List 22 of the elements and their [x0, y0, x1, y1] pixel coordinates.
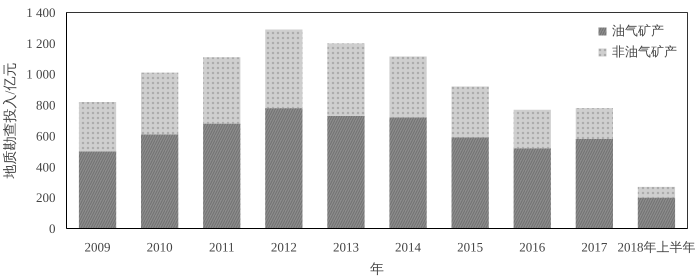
y-tick-label: 800	[36, 98, 56, 113]
x-tick-label: 2016	[519, 240, 546, 254]
y-tick-label: 1 000	[26, 66, 56, 82]
x-tick-label: 2009	[84, 240, 111, 254]
y-axis-title: 地质勘查投入/亿元	[2, 62, 18, 180]
legend-label: 非油气矿产	[612, 43, 677, 61]
x-tick-label: 2010	[146, 240, 173, 254]
x-tick-label: 2015	[457, 240, 484, 254]
x-tick-label: 2018年上半年	[617, 240, 696, 254]
x-axis-title: 年	[370, 262, 384, 278]
x-tick-label: 2012	[270, 240, 297, 254]
y-tick-label: 1 400	[26, 5, 56, 20]
x-tick-label: 2013	[332, 240, 359, 254]
y-tick-label: 1 200	[26, 36, 56, 51]
legend-label: 油气矿产	[612, 22, 664, 40]
y-tick-label: 200	[36, 190, 56, 206]
x-tick-label: 2014	[395, 240, 422, 254]
x-tick-label: 2017	[581, 240, 608, 254]
x-tick-label: 2011	[208, 240, 235, 254]
y-tick-label: 0	[49, 221, 56, 236]
y-tick-label: 400	[36, 159, 56, 174]
y-tick-label: 600	[36, 128, 56, 144]
